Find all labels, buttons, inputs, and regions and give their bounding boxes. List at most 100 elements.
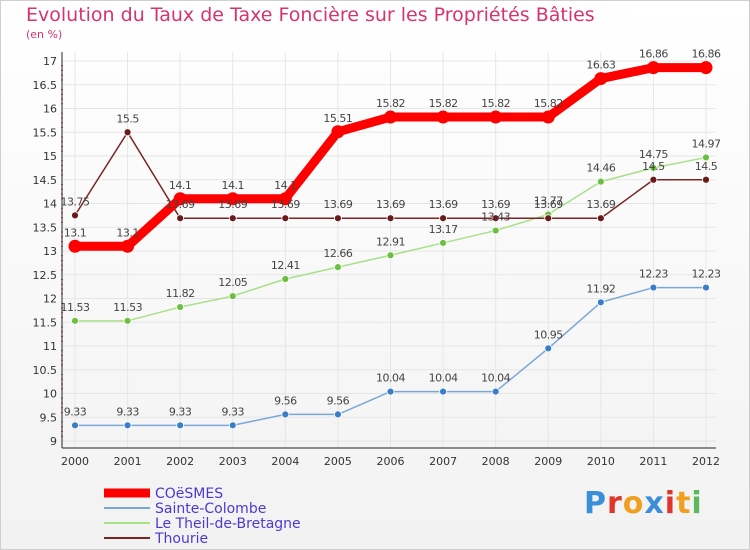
data-label: 9.56 xyxy=(327,394,350,407)
data-label: 15.5 xyxy=(116,112,139,125)
x-tick-label: 2001 xyxy=(114,455,142,468)
data-point xyxy=(439,387,447,396)
data-label: 15.82 xyxy=(534,97,563,110)
data-label: 13.69 xyxy=(323,198,352,211)
logo-letter: t xyxy=(676,486,692,521)
data-point xyxy=(646,61,660,75)
data-label: 13.69 xyxy=(429,198,458,211)
data-label: 14.1 xyxy=(274,179,297,192)
y-tick-label: 11 xyxy=(43,340,57,353)
data-point xyxy=(386,214,395,223)
data-label: 14.75 xyxy=(639,148,668,161)
x-tick-label: 2006 xyxy=(377,455,405,468)
data-label: 9.33 xyxy=(116,405,139,418)
y-tick-label: 13 xyxy=(43,245,57,258)
data-point xyxy=(596,298,605,307)
data-label: 9.33 xyxy=(222,405,245,418)
data-label: 9.56 xyxy=(274,394,297,407)
x-tick-label: 2011 xyxy=(639,455,667,468)
y-tick-label: 16 xyxy=(43,103,57,116)
proxiti-logo: Proxiti xyxy=(584,486,703,521)
data-point xyxy=(281,410,290,419)
data-point xyxy=(649,163,658,172)
legend-label: Le Theil-de-Bretagne xyxy=(155,516,301,532)
data-point xyxy=(439,239,447,247)
data-point xyxy=(594,72,608,86)
data-point xyxy=(544,214,553,223)
x-tick-label: 2007 xyxy=(429,455,457,468)
data-point xyxy=(123,128,132,137)
data-label: 14.5 xyxy=(695,160,718,173)
data-label: 13.69 xyxy=(166,198,195,211)
data-label: 14.97 xyxy=(692,137,721,150)
data-label: 14.1 xyxy=(169,179,192,192)
data-label: 13.17 xyxy=(429,223,458,236)
data-label: 13.69 xyxy=(271,198,300,211)
y-tick-label: 13.5 xyxy=(33,221,58,234)
logo-letter: o xyxy=(622,486,645,521)
data-point xyxy=(386,387,395,396)
x-tick-label: 2002 xyxy=(166,455,194,468)
x-tick-label: 2008 xyxy=(482,455,510,468)
data-point xyxy=(649,283,658,292)
data-label: 11.53 xyxy=(61,301,90,314)
x-tick-label: 2003 xyxy=(219,455,247,468)
data-point xyxy=(702,283,710,292)
data-point xyxy=(121,239,135,253)
data-label: 12.23 xyxy=(639,268,668,281)
data-label: 16.63 xyxy=(586,59,615,72)
data-label: 9.33 xyxy=(169,405,192,418)
data-point xyxy=(331,125,345,139)
data-label: 15.51 xyxy=(323,112,352,125)
data-label: 9.33 xyxy=(64,405,87,418)
data-label: 13.1 xyxy=(64,226,87,239)
data-label: 13.1 xyxy=(116,226,139,239)
data-label: 13.43 xyxy=(481,211,510,224)
data-point xyxy=(334,214,342,223)
data-label: 10.04 xyxy=(481,372,510,385)
x-tick-label: 2010 xyxy=(587,455,615,468)
x-tick-label: 2005 xyxy=(324,455,352,468)
data-point xyxy=(439,214,447,223)
logo-letter: i xyxy=(664,486,677,521)
data-point xyxy=(384,110,397,124)
data-point xyxy=(173,192,187,206)
legend-label: Sainte-Colombe xyxy=(155,501,266,517)
data-label: 12.05 xyxy=(218,276,247,289)
data-point xyxy=(702,153,710,162)
data-label: 11.92 xyxy=(586,282,615,295)
data-label: 11.53 xyxy=(113,301,142,314)
y-tick-label: 10 xyxy=(43,388,57,401)
y-axis-unit: (en %) xyxy=(26,28,63,41)
y-tick-label: 17 xyxy=(43,55,57,68)
data-label: 13.69 xyxy=(376,198,405,211)
data-point xyxy=(596,177,605,186)
data-label: 13.77 xyxy=(534,194,563,207)
data-point xyxy=(176,303,185,311)
data-point xyxy=(123,316,132,325)
data-label: 13.69 xyxy=(586,198,615,211)
data-point xyxy=(68,239,82,253)
data-point xyxy=(436,110,450,124)
y-tick-label: 14.5 xyxy=(33,174,58,187)
data-point xyxy=(123,421,132,430)
data-label: 13.69 xyxy=(481,198,510,211)
data-label: 14.1 xyxy=(222,179,245,192)
y-tick-label: 12 xyxy=(43,293,57,306)
data-point xyxy=(226,192,240,206)
chart-title: Evolution du Taux de Taxe Foncière sur l… xyxy=(26,4,595,26)
data-label: 13.69 xyxy=(534,198,563,211)
data-point xyxy=(228,421,237,430)
data-label: 12.23 xyxy=(692,268,721,281)
axes-layer: 9 9.5 10 10.5 11 11.5 12 12.5 13 13.5 14 14.5 15 15.5… xyxy=(33,52,720,468)
data-label: 10.04 xyxy=(376,372,405,385)
data-point xyxy=(489,110,503,124)
data-point xyxy=(334,263,342,272)
data-label: 16.86 xyxy=(692,48,721,61)
y-tick-label: 10.5 xyxy=(33,364,58,377)
y-tick-label: 12.5 xyxy=(33,269,58,282)
data-label: 15.82 xyxy=(376,97,405,110)
y-tick-label: 16.5 xyxy=(33,79,58,92)
data-label: 13.69 xyxy=(218,198,247,211)
